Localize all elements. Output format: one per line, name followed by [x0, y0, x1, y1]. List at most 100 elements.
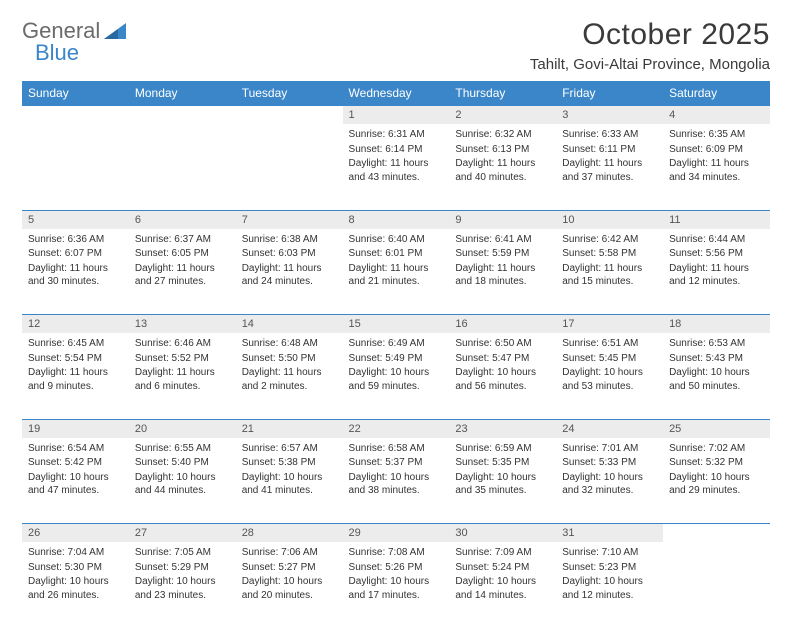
week-daynum-row: 262728293031: [22, 524, 770, 543]
sunrise-line: Sunrise: 7:01 AM: [562, 442, 657, 456]
sunset-line: Sunset: 5:35 PM: [455, 456, 550, 470]
day-content: Sunrise: 7:10 AMSunset: 5:23 PMDaylight:…: [556, 542, 663, 610]
week-daynum-row: 12131415161718: [22, 315, 770, 334]
daylight-line: Daylight: 10 hours and 47 minutes.: [28, 471, 123, 498]
day-number: 9: [449, 211, 556, 229]
sunrise-line: Sunrise: 6:48 AM: [242, 337, 337, 351]
daylight-line: Daylight: 10 hours and 53 minutes.: [562, 366, 657, 393]
day-number: 15: [343, 315, 450, 333]
day-number: 4: [663, 106, 770, 124]
day-number-cell: 28: [236, 524, 343, 543]
day-number: 11: [663, 211, 770, 229]
day-number-cell: 27: [129, 524, 236, 543]
day-number: [236, 106, 343, 124]
day-content: Sunrise: 6:40 AMSunset: 6:01 PMDaylight:…: [343, 229, 450, 297]
day-number: 19: [22, 420, 129, 438]
day-content-cell: Sunrise: 7:08 AMSunset: 5:26 PMDaylight:…: [343, 542, 450, 628]
day-number-cell: 13: [129, 315, 236, 334]
sunset-line: Sunset: 5:37 PM: [349, 456, 444, 470]
sunrise-line: Sunrise: 7:09 AM: [455, 546, 550, 560]
sunrise-line: Sunrise: 6:37 AM: [135, 233, 230, 247]
day-content: Sunrise: 6:44 AMSunset: 5:56 PMDaylight:…: [663, 229, 770, 297]
sunrise-line: Sunrise: 6:54 AM: [28, 442, 123, 456]
day-content: Sunrise: 6:49 AMSunset: 5:49 PMDaylight:…: [343, 333, 450, 401]
day-number-cell: 24: [556, 419, 663, 438]
day-content: Sunrise: 7:08 AMSunset: 5:26 PMDaylight:…: [343, 542, 450, 610]
sunset-line: Sunset: 5:43 PM: [669, 352, 764, 366]
sunset-line: Sunset: 5:24 PM: [455, 561, 550, 575]
day-content-cell: Sunrise: 7:04 AMSunset: 5:30 PMDaylight:…: [22, 542, 129, 628]
day-number-cell: 22: [343, 419, 450, 438]
weekday-header: Thursday: [449, 81, 556, 106]
day-content-cell: [129, 124, 236, 210]
day-content-cell: Sunrise: 6:33 AMSunset: 6:11 PMDaylight:…: [556, 124, 663, 210]
day-content-cell: Sunrise: 7:10 AMSunset: 5:23 PMDaylight:…: [556, 542, 663, 628]
day-content-cell: Sunrise: 7:09 AMSunset: 5:24 PMDaylight:…: [449, 542, 556, 628]
week-daynum-row: 19202122232425: [22, 419, 770, 438]
day-content: Sunrise: 6:54 AMSunset: 5:42 PMDaylight:…: [22, 438, 129, 506]
daylight-line: Daylight: 10 hours and 41 minutes.: [242, 471, 337, 498]
daylight-line: Daylight: 11 hours and 24 minutes.: [242, 262, 337, 289]
weekday-header: Monday: [129, 81, 236, 106]
day-number: 7: [236, 211, 343, 229]
day-content: Sunrise: 6:35 AMSunset: 6:09 PMDaylight:…: [663, 124, 770, 192]
day-content-cell: Sunrise: 6:35 AMSunset: 6:09 PMDaylight:…: [663, 124, 770, 210]
daylight-line: Daylight: 10 hours and 26 minutes.: [28, 575, 123, 602]
day-number: [663, 524, 770, 542]
day-number: 2: [449, 106, 556, 124]
sunrise-line: Sunrise: 6:42 AM: [562, 233, 657, 247]
weekday-header: Wednesday: [343, 81, 450, 106]
day-number-cell: 4: [663, 106, 770, 125]
day-content: [663, 542, 770, 610]
location: Tahilt, Govi-Altai Province, Mongolia: [530, 56, 770, 73]
day-content-cell: Sunrise: 7:02 AMSunset: 5:32 PMDaylight:…: [663, 438, 770, 524]
weekday-header: Tuesday: [236, 81, 343, 106]
sunset-line: Sunset: 5:52 PM: [135, 352, 230, 366]
day-content: Sunrise: 7:01 AMSunset: 5:33 PMDaylight:…: [556, 438, 663, 506]
day-content-cell: Sunrise: 6:55 AMSunset: 5:40 PMDaylight:…: [129, 438, 236, 524]
day-number-cell: 20: [129, 419, 236, 438]
day-content: Sunrise: 6:42 AMSunset: 5:58 PMDaylight:…: [556, 229, 663, 297]
week-content-row: Sunrise: 6:54 AMSunset: 5:42 PMDaylight:…: [22, 438, 770, 524]
sunrise-line: Sunrise: 6:45 AM: [28, 337, 123, 351]
sunrise-line: Sunrise: 6:50 AM: [455, 337, 550, 351]
week-daynum-row: 1234: [22, 106, 770, 125]
day-number-cell: [663, 524, 770, 543]
logo-triangle-icon: [104, 23, 126, 39]
sunrise-line: Sunrise: 7:04 AM: [28, 546, 123, 560]
day-number: 6: [129, 211, 236, 229]
day-number-cell: 17: [556, 315, 663, 334]
day-number-cell: [22, 106, 129, 125]
day-number-cell: 9: [449, 210, 556, 229]
weekday-header: Sunday: [22, 81, 129, 106]
day-content: Sunrise: 6:46 AMSunset: 5:52 PMDaylight:…: [129, 333, 236, 401]
day-number-cell: 11: [663, 210, 770, 229]
day-number-cell: 19: [22, 419, 129, 438]
day-number-cell: 15: [343, 315, 450, 334]
sunset-line: Sunset: 5:26 PM: [349, 561, 444, 575]
day-content-cell: Sunrise: 6:40 AMSunset: 6:01 PMDaylight:…: [343, 229, 450, 315]
week-daynum-row: 567891011: [22, 210, 770, 229]
day-number-cell: 10: [556, 210, 663, 229]
day-content: Sunrise: 6:59 AMSunset: 5:35 PMDaylight:…: [449, 438, 556, 506]
day-number: 17: [556, 315, 663, 333]
daylight-line: Daylight: 10 hours and 38 minutes.: [349, 471, 444, 498]
sunset-line: Sunset: 6:14 PM: [349, 143, 444, 157]
sunset-line: Sunset: 6:05 PM: [135, 247, 230, 261]
day-number-cell: 21: [236, 419, 343, 438]
daylight-line: Daylight: 10 hours and 35 minutes.: [455, 471, 550, 498]
sunset-line: Sunset: 5:27 PM: [242, 561, 337, 575]
day-content-cell: Sunrise: 6:58 AMSunset: 5:37 PMDaylight:…: [343, 438, 450, 524]
day-content: [236, 124, 343, 192]
sunset-line: Sunset: 5:32 PM: [669, 456, 764, 470]
day-number-cell: 8: [343, 210, 450, 229]
day-content-cell: Sunrise: 6:49 AMSunset: 5:49 PMDaylight:…: [343, 333, 450, 419]
sunrise-line: Sunrise: 6:40 AM: [349, 233, 444, 247]
daylight-line: Daylight: 10 hours and 23 minutes.: [135, 575, 230, 602]
daylight-line: Daylight: 10 hours and 14 minutes.: [455, 575, 550, 602]
day-content: [129, 124, 236, 192]
day-number: 21: [236, 420, 343, 438]
day-content-cell: Sunrise: 6:38 AMSunset: 6:03 PMDaylight:…: [236, 229, 343, 315]
sunset-line: Sunset: 5:50 PM: [242, 352, 337, 366]
day-content: Sunrise: 7:04 AMSunset: 5:30 PMDaylight:…: [22, 542, 129, 610]
